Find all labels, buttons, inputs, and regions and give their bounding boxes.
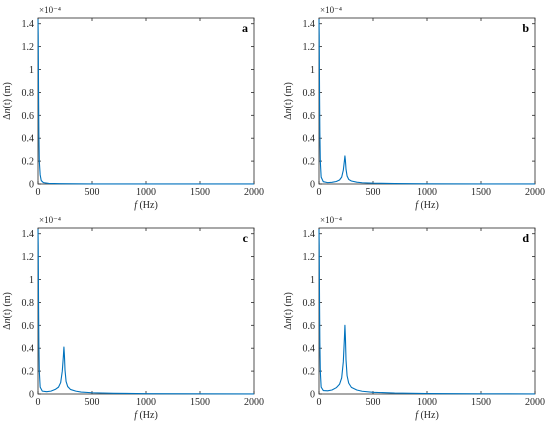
y-tick-label: 1 xyxy=(310,65,315,76)
y-tick-label: 0.4 xyxy=(22,134,35,145)
x-axis-label: f (Hz) xyxy=(134,200,158,211)
x-tick-label: 1000 xyxy=(417,187,437,198)
y-tick-label: 1.2 xyxy=(303,42,316,53)
axes-frame xyxy=(37,17,255,185)
x-tick-label: 500 xyxy=(366,397,381,408)
x-axis-label: f (Hz) xyxy=(415,410,439,421)
x-tick-label: 500 xyxy=(85,187,100,198)
y-tick-label: 0.2 xyxy=(22,157,35,168)
y-tick-label: 1.2 xyxy=(22,42,35,53)
x-tick-label: 0 xyxy=(317,187,322,198)
series-line xyxy=(318,229,536,395)
y-tick-label: 0 xyxy=(310,390,315,401)
x-tick-label: 1500 xyxy=(471,397,491,408)
y-exponent-label: ×10⁻⁴ xyxy=(320,215,342,225)
y-exponent-label: ×10⁻⁴ xyxy=(39,5,61,15)
y-tick-label: 0 xyxy=(29,180,34,191)
y-tick-label: 0.8 xyxy=(303,88,316,99)
x-tick-label: 2000 xyxy=(525,187,545,198)
y-tick-label: 0.8 xyxy=(303,298,316,309)
y-tick-label: 0.8 xyxy=(22,298,35,309)
x-axis-label: f (Hz) xyxy=(134,410,158,421)
y-tick-label: 1.4 xyxy=(303,19,316,30)
y-exponent-label: ×10⁻⁴ xyxy=(320,5,342,15)
axes-frame xyxy=(318,17,536,185)
y-tick-label: 1.2 xyxy=(22,252,35,263)
y-tick-label: 0.2 xyxy=(22,367,35,378)
x-tick-label: 1000 xyxy=(417,397,437,408)
y-axis-label: Δn(t) (m) xyxy=(283,292,294,330)
y-tick-label: 1.4 xyxy=(22,229,35,240)
y-tick-label: 0.2 xyxy=(303,367,316,378)
series-line xyxy=(37,19,255,185)
x-tick-label: 0 xyxy=(36,397,41,408)
x-axis-label: f (Hz) xyxy=(415,200,439,211)
x-tick-label: 1500 xyxy=(190,187,210,198)
x-tick-label: 0 xyxy=(317,397,322,408)
y-tick-label: 0.6 xyxy=(22,321,35,332)
x-tick-label: 2000 xyxy=(244,187,264,198)
panel-label: d xyxy=(522,231,529,245)
y-tick-label: 0.4 xyxy=(303,344,316,355)
x-tick-label: 2000 xyxy=(525,397,545,408)
y-axis-label: Δn(t) (m) xyxy=(2,82,13,120)
axes-frame xyxy=(318,227,536,395)
y-tick-label: 0.8 xyxy=(22,88,35,99)
y-tick-label: 1 xyxy=(29,275,34,286)
y-tick-label: 0 xyxy=(310,180,315,191)
x-tick-label: 500 xyxy=(366,187,381,198)
panel-c: 0 500 1000 1500 2000 0 0.2 0.4 0.6 0.8 1 1.2 1.4 ×10⁻… xyxy=(2,215,264,421)
panel-b: 0 500 1000 1500 2000 0 0.2 0.4 0.6 0.8 1 1.2 1.4 ×10⁻… xyxy=(283,5,545,211)
y-axis-label: Δn(t) (m) xyxy=(2,292,13,330)
panel-label: a xyxy=(242,21,248,35)
series-line xyxy=(37,229,255,395)
axes-frame xyxy=(37,227,255,395)
y-tick-label: 0.6 xyxy=(303,321,316,332)
y-tick-label: 0.4 xyxy=(22,344,35,355)
x-tick-label: 1000 xyxy=(136,187,156,198)
y-tick-label: 1.4 xyxy=(303,229,316,240)
x-tick-label: 0 xyxy=(36,187,41,198)
x-tick-label: 1000 xyxy=(136,397,156,408)
panel-d: 0 500 1000 1500 2000 0 0.2 0.4 0.6 0.8 1 1.2 1.4 ×10⁻… xyxy=(283,215,545,421)
y-axis-label: Δn(t) (m) xyxy=(283,82,294,120)
y-tick-label: 0 xyxy=(29,390,34,401)
y-tick-label: 0.6 xyxy=(303,111,316,122)
y-tick-label: 1.2 xyxy=(303,252,316,263)
y-tick-label: 0.4 xyxy=(303,134,316,145)
x-tick-label: 500 xyxy=(85,397,100,408)
y-tick-label: 0.6 xyxy=(22,111,35,122)
y-tick-label: 1 xyxy=(29,65,34,76)
x-tick-label: 2000 xyxy=(244,397,264,408)
y-tick-label: 1.4 xyxy=(22,19,35,30)
panel-label: c xyxy=(243,231,249,245)
y-tick-label: 0.2 xyxy=(303,157,316,168)
y-exponent-label: ×10⁻⁴ xyxy=(39,215,61,225)
panel-a: 0 500 1000 1500 2000 0 0.2 0.4 0.6 0.8 1 1.2 1.4 ×10⁻… xyxy=(2,5,264,211)
x-tick-label: 1500 xyxy=(471,187,491,198)
series-line xyxy=(318,19,536,185)
x-tick-label: 1500 xyxy=(190,397,210,408)
y-tick-label: 1 xyxy=(310,275,315,286)
panel-label: b xyxy=(522,21,529,35)
